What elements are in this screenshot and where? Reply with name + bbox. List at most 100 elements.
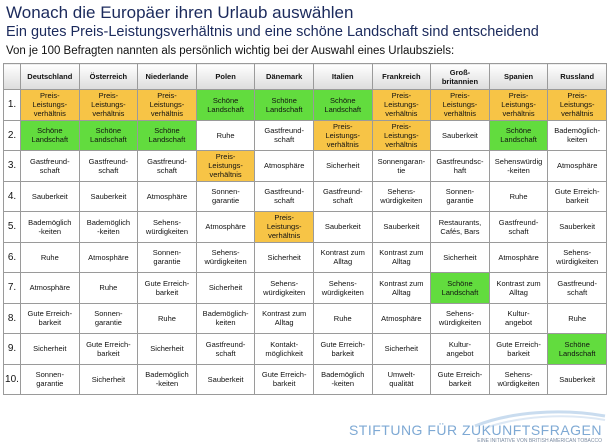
cell: Ruhe <box>547 302 607 334</box>
cell: Sehens- würdigkeiten <box>547 241 607 273</box>
cell: Preis- Leistungs- verhältnis <box>195 150 256 182</box>
cell: Atmosphäre <box>78 241 139 273</box>
cell: Sauberkeit <box>547 363 607 395</box>
corner-cell <box>3 63 21 90</box>
cell: Schöne Landschaft <box>254 89 314 121</box>
cell: Umwelt- qualität <box>371 363 432 395</box>
cell: Preis- Leistungs- verhältnis <box>254 211 314 243</box>
cell: Kontrast zum Alltag <box>488 272 549 304</box>
cell: Sehens- würdigkeiten <box>488 363 549 395</box>
cell: Bademöglich -keiten <box>137 363 197 395</box>
cell: Gute Erreich- barkeit <box>430 363 490 395</box>
cell: Ruhe <box>78 272 139 304</box>
cell: Preis- Leistungs- verhältnis <box>547 89 607 121</box>
cell: Schöne Landschaft <box>195 89 256 121</box>
cell: Gastfreund- schaft <box>254 180 314 212</box>
cell: Ruhe <box>488 180 549 212</box>
intro: Von je 100 Befragten nannten als persönl… <box>6 45 455 57</box>
cell: Gute Erreich- barkeit <box>20 302 80 334</box>
table-row: 7. Atmosphäre Ruhe Gute Erreich- barkeit Sic… <box>3 272 607 304</box>
cell: Kontrast zum Alltag <box>254 302 314 334</box>
row-label: 8. <box>3 302 21 334</box>
cell: Sonnen- garantie <box>20 363 80 395</box>
cell: Schöne Landschaft <box>488 119 549 151</box>
cell: Sehenswürdig -keiten <box>488 150 549 182</box>
cell: Schöne Landschaft <box>430 272 490 304</box>
cell: Sicherheit <box>312 150 373 182</box>
cell: Gute Erreich- barkeit <box>312 333 373 365</box>
row-label: 1. <box>3 89 21 121</box>
cell: Gute Erreich- barkeit <box>488 333 549 365</box>
row-label: 10. <box>3 363 21 395</box>
cell: Atmosphäre <box>195 211 256 243</box>
column-header: Dänemark <box>254 63 314 90</box>
cell: Preis- Leistungs- verhältnis <box>371 89 432 121</box>
cell: Schöne Landschaft <box>312 89 373 121</box>
cell: Gastfreund- schaft <box>312 180 373 212</box>
cell: Ruhe <box>312 302 373 334</box>
cell: Sauberkeit <box>78 180 139 212</box>
cell: Gastfreund- schaft <box>547 272 607 304</box>
cell: Atmosphäre <box>371 302 432 334</box>
subtitle: Ein gutes Preis-Leistungsverhältnis und … <box>6 24 539 40</box>
cell: Atmosphäre <box>488 241 549 273</box>
cell: Sauberkeit <box>195 363 256 395</box>
cell: Ruhe <box>137 302 197 334</box>
table-row: 4. Sauberkeit Sauberkeit Atmosphäre Sonnen- … <box>3 180 607 212</box>
cell: Ruhe <box>195 119 256 151</box>
cell: Sicherheit <box>430 241 490 273</box>
cell: Sehens- würdigkeiten <box>195 241 256 273</box>
cell: Kontakt- möglichkeit <box>254 333 314 365</box>
column-header: Italien <box>312 63 373 90</box>
cell: Sonnen- garantie <box>137 241 197 273</box>
cell: Sehens- würdigkeiten <box>430 302 490 334</box>
cell: Sauberkeit <box>20 180 80 212</box>
tagline: EINE INITIATIVE VON BRITISH AMERICAN TOB… <box>477 438 602 444</box>
cell: Preis- Leistungs- verhältnis <box>371 119 432 151</box>
cell: Sonnengaran- tie <box>371 150 432 182</box>
cell: Gastfreund- schaft <box>488 211 549 243</box>
cell: Preis- Leistungs- verhältnis <box>137 89 197 121</box>
cell: Gastfreundsc- haft <box>430 150 490 182</box>
cell: Gute Erreich- barkeit <box>78 333 139 365</box>
column-header: Groß- britannien <box>430 63 490 90</box>
cell: Ruhe <box>20 241 80 273</box>
cell: Gastfreund- schaft <box>195 333 256 365</box>
column-header: Polen <box>195 63 256 90</box>
cell: Atmosphäre <box>137 180 197 212</box>
cell: Preis- Leistungs- verhältnis <box>20 89 80 121</box>
cell: Schöne Landschaft <box>20 119 80 151</box>
cell: Gute Erreich- barkeit <box>547 180 607 212</box>
row-label: 4. <box>3 180 21 212</box>
cell: Sicherheit <box>78 363 139 395</box>
row-label: 5. <box>3 211 21 243</box>
cell: Kultur- angebot <box>488 302 549 334</box>
cell: Sicherheit <box>20 333 80 365</box>
table-row: 8. Gute Erreich- barkeit Sonnen- garantie R… <box>3 302 607 334</box>
table-row: 3. Gastfreund- schaft Gastfreund- schaft Ga… <box>3 150 607 182</box>
cell: Preis- Leistungs- verhältnis <box>430 89 490 121</box>
cell: Gastfreund- schaft <box>137 150 197 182</box>
cell: Kultur- angebot <box>430 333 490 365</box>
cell: Bademöglich- keiten <box>547 119 607 151</box>
table-row: 6. Ruhe Atmosphäre Sonnen- garantie Sehens- … <box>3 241 607 273</box>
cell: Sauberkeit <box>312 211 373 243</box>
cell: Gute Erreich- barkeit <box>254 363 314 395</box>
cell: Atmosphäre <box>254 150 314 182</box>
row-label: 3. <box>3 150 21 182</box>
column-header: Deutschland <box>20 63 80 90</box>
cell: Sonnen- garantie <box>430 180 490 212</box>
cell: Sehens- würdigkeiten <box>312 272 373 304</box>
cell: Schöne Landschaft <box>547 333 607 365</box>
column-header: Spanien <box>488 63 549 90</box>
cell: Sicherheit <box>137 333 197 365</box>
cell: Atmosphäre <box>20 272 80 304</box>
row-label: 6. <box>3 241 21 273</box>
cell: Sauberkeit <box>371 211 432 243</box>
column-header: Niederlande <box>137 63 197 90</box>
row-label: 2. <box>3 119 21 151</box>
cell: Sicherheit <box>371 333 432 365</box>
title: Wonach die Europäer ihren Urlaub auswähl… <box>6 3 354 22</box>
column-header: Frankreich <box>371 63 432 90</box>
